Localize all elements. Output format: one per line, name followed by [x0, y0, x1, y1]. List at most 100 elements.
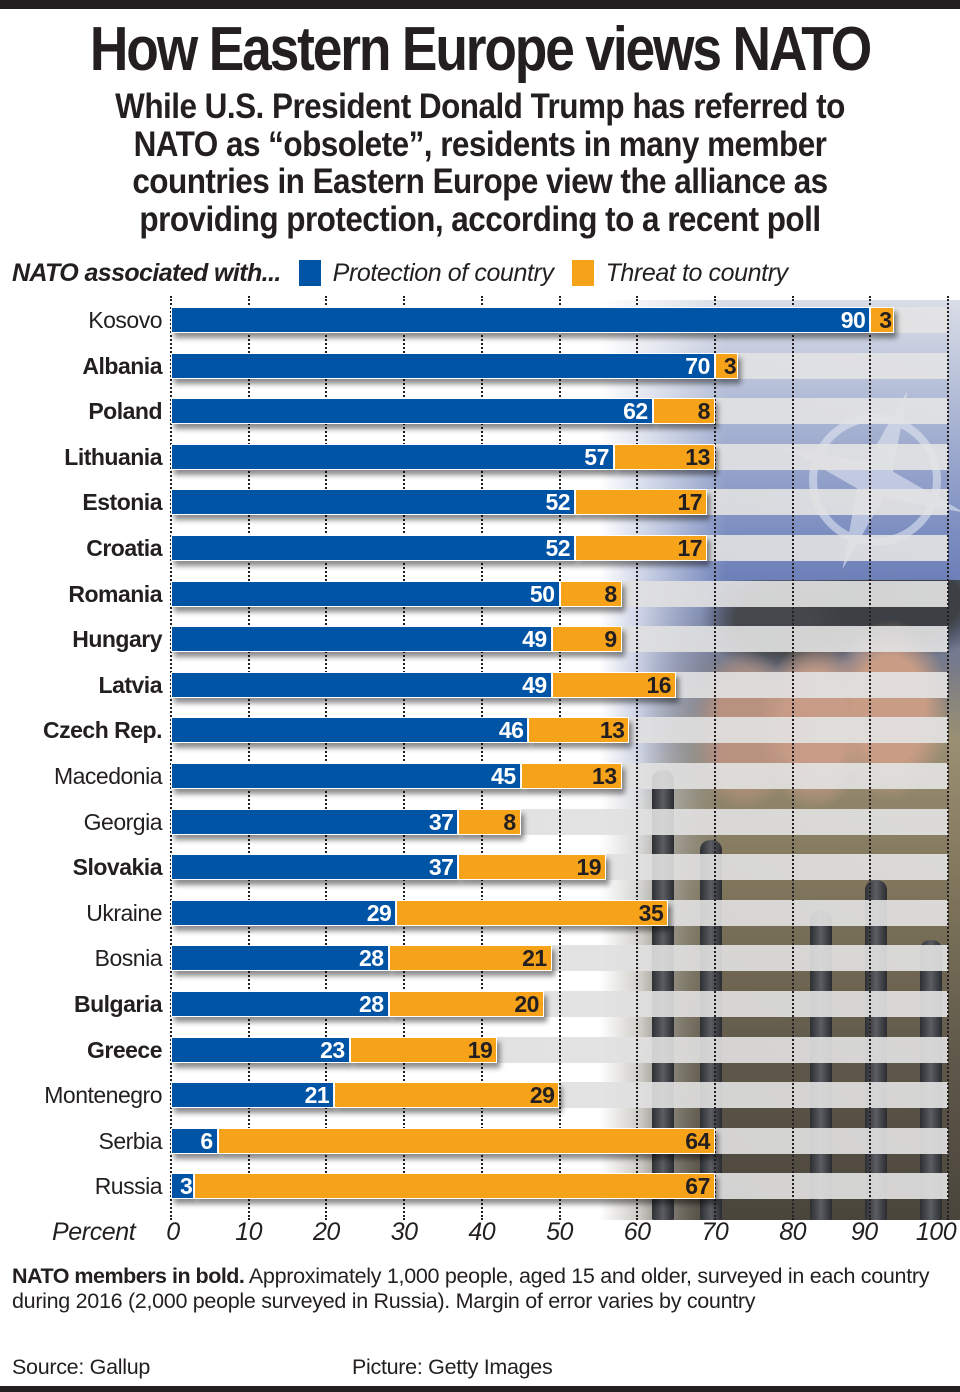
- value-label-protection: 49: [522, 626, 547, 653]
- x-tick-label: 60: [623, 1218, 651, 1246]
- bar-threat: 3: [870, 307, 894, 333]
- value-label-threat: 21: [522, 945, 547, 972]
- value-label-protection: 23: [320, 1036, 345, 1063]
- bar-threat: 13: [520, 763, 622, 789]
- subtitle-line: NATO as “obsolete”, residents in many me…: [133, 124, 827, 164]
- value-label-threat: 9: [604, 626, 617, 653]
- country-label: Ukraine: [86, 899, 162, 926]
- value-label-threat: 19: [576, 854, 602, 881]
- value-label-threat: 19: [467, 1036, 493, 1063]
- country-label: Russia: [94, 1173, 163, 1200]
- x-axis-title: Percent: [52, 1218, 136, 1246]
- country-label: Montenegro: [44, 1082, 162, 1109]
- bar-threat: 17: [575, 489, 708, 516]
- legend-swatch-protection: [298, 260, 321, 286]
- bar-protection: 37: [171, 854, 459, 881]
- bar-protection: 50: [171, 580, 560, 607]
- gridline: [947, 296, 949, 1220]
- bar-threat: 13: [613, 443, 715, 470]
- legend-swatch-threat: [571, 260, 594, 286]
- bar-threat: 8: [458, 808, 521, 835]
- bar-threat: 8: [652, 398, 715, 425]
- gridline: [869, 296, 872, 1220]
- bar-threat: 20: [388, 991, 544, 1017]
- value-label-threat: 13: [685, 443, 710, 470]
- country-label: Georgia: [83, 808, 163, 835]
- country-label: Slovakia: [72, 854, 163, 881]
- bar-protection: 46: [171, 717, 529, 744]
- value-label-protection: 29: [366, 899, 392, 926]
- bar-protection: 37: [171, 808, 459, 835]
- bar-protection: 45: [171, 763, 521, 789]
- source-credit: Source: Gallup: [12, 1355, 151, 1379]
- gridline: [558, 296, 561, 1220]
- value-label-threat: 13: [599, 717, 625, 744]
- bar-protection: 23: [171, 1036, 350, 1063]
- bar-threat: 64: [217, 1127, 715, 1154]
- footnote-bold: NATO members in bold.: [12, 1264, 245, 1288]
- country-label: Latvia: [98, 671, 163, 698]
- top-rule: [0, 0, 960, 9]
- x-tick-label: 80: [779, 1218, 806, 1246]
- bar-threat: 9: [551, 626, 622, 653]
- bar-threat: 29: [334, 1082, 560, 1109]
- gridline: [325, 296, 328, 1220]
- value-label-threat: 29: [529, 1082, 555, 1109]
- value-label-protection: 62: [623, 398, 648, 425]
- value-label-protection: 70: [685, 352, 710, 379]
- value-label-protection: 46: [498, 717, 524, 744]
- bar-protection: 70: [171, 352, 715, 379]
- x-tick-label: 70: [701, 1218, 729, 1246]
- country-label: Greece: [86, 1036, 163, 1063]
- chart-subtitle: While U.S. President Donald Trump has re…: [48, 88, 912, 238]
- chart-area: Kosovo 90 3 Albania 70 3 Poland 62 8 Lithuania 57 1…: [0, 296, 960, 1220]
- value-label-protection: 90: [840, 307, 866, 333]
- country-label: Bosnia: [94, 945, 163, 972]
- subtitle-line: countries in Eastern Europe view the all…: [132, 162, 828, 201]
- country-label: Lithuania: [64, 443, 162, 470]
- value-label-protection: 49: [522, 671, 547, 698]
- bar-threat: 19: [458, 854, 607, 881]
- footnote: NATO members in bold. Approximately 1,00…: [12, 1264, 952, 1313]
- bar-threat: 3: [714, 352, 739, 379]
- bar-protection: 3: [171, 1173, 195, 1200]
- country-label: Croatia: [86, 535, 162, 561]
- bar-threat: 21: [388, 945, 552, 972]
- bar-threat: 19: [349, 1036, 498, 1063]
- bar-protection: 62: [171, 398, 653, 425]
- country-label: Serbia: [98, 1127, 163, 1154]
- value-label-threat: 20: [514, 991, 539, 1017]
- bar-threat: 17: [575, 535, 708, 561]
- gridline: [636, 296, 639, 1220]
- country-label: Kosovo: [88, 307, 162, 333]
- value-label-protection: 57: [584, 443, 609, 470]
- bar-threat: 35: [396, 899, 669, 926]
- value-label-protection: 52: [545, 489, 571, 516]
- value-label-threat: 17: [677, 489, 703, 516]
- value-label-threat: 35: [638, 899, 664, 926]
- x-tick-label: 0: [166, 1218, 180, 1246]
- bar-protection: 6: [171, 1127, 218, 1154]
- gridline: [247, 296, 250, 1220]
- country-label: Macedonia: [53, 763, 163, 789]
- legend-label-protection: Protection of country: [332, 258, 554, 287]
- value-label-protection: 37: [428, 808, 454, 835]
- gridline: [713, 296, 716, 1220]
- x-tick-label: 50: [546, 1218, 573, 1246]
- legend: NATO associated with... Protection of co…: [12, 258, 788, 288]
- bar-protection: 52: [171, 489, 576, 516]
- country-label: Estonia: [82, 489, 162, 516]
- bar-protection: 49: [171, 626, 552, 653]
- bar-protection: 57: [171, 443, 614, 470]
- x-tick-label: 40: [468, 1218, 496, 1246]
- bar-threat: 13: [528, 717, 630, 744]
- bar-threat: 16: [551, 671, 677, 698]
- value-label-protection: 21: [304, 1082, 330, 1109]
- rifle-icon: [700, 840, 722, 1220]
- value-label-protection: 28: [358, 945, 384, 972]
- footnote-text: Approximately 1,000 people, aged 15 and …: [12, 1264, 930, 1313]
- x-tick-label: 100: [915, 1218, 957, 1246]
- value-label-protection: 6: [200, 1127, 213, 1154]
- bar-protection: 28: [171, 945, 389, 972]
- country-label: Albania: [82, 352, 162, 379]
